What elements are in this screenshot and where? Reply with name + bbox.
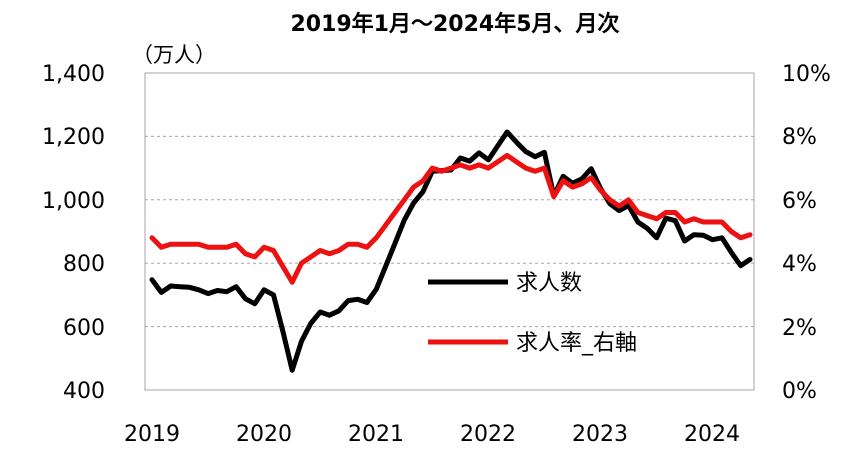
- x-axis: 2019 2020 2021 2022 2023 2024: [124, 422, 740, 447]
- left-y-axis: 1,400 1,200 1,000 800 600 400: [42, 62, 105, 404]
- right-y-tick: 0%: [782, 379, 817, 404]
- left-y-tick: 1,200: [42, 125, 105, 150]
- x-tick: 2022: [460, 422, 516, 447]
- legend: 求人数 求人率_右軸: [428, 271, 637, 356]
- left-y-tick: 400: [63, 379, 105, 404]
- x-tick: 2023: [572, 422, 628, 447]
- right-y-tick: 4%: [782, 252, 817, 277]
- series-layer: [149, 129, 753, 373]
- legend-label-jobs: 求人数: [516, 271, 582, 296]
- left-y-tick: 1,000: [42, 189, 105, 214]
- right-y-tick: 2%: [782, 316, 817, 341]
- left-y-tick: 800: [63, 252, 105, 277]
- right-y-axis: 10% 8% 6% 4% 2% 0%: [782, 62, 831, 404]
- chart-title: 2019年1月～2024年5月、月次: [290, 11, 619, 37]
- x-tick: 2020: [236, 422, 292, 447]
- series-line-rate: [149, 152, 753, 285]
- left-y-tick: 1,400: [42, 62, 105, 87]
- left-axis-unit-label: （万人）: [132, 43, 216, 67]
- x-tick: 2024: [684, 422, 740, 447]
- left-y-tick: 600: [63, 316, 105, 341]
- right-y-tick: 8%: [782, 125, 817, 150]
- x-tick: 2021: [348, 422, 404, 447]
- legend-label-rate: 求人率_右軸: [516, 331, 637, 356]
- right-y-tick: 10%: [782, 62, 831, 87]
- x-tick: 2019: [124, 422, 180, 447]
- right-y-tick: 6%: [782, 189, 817, 214]
